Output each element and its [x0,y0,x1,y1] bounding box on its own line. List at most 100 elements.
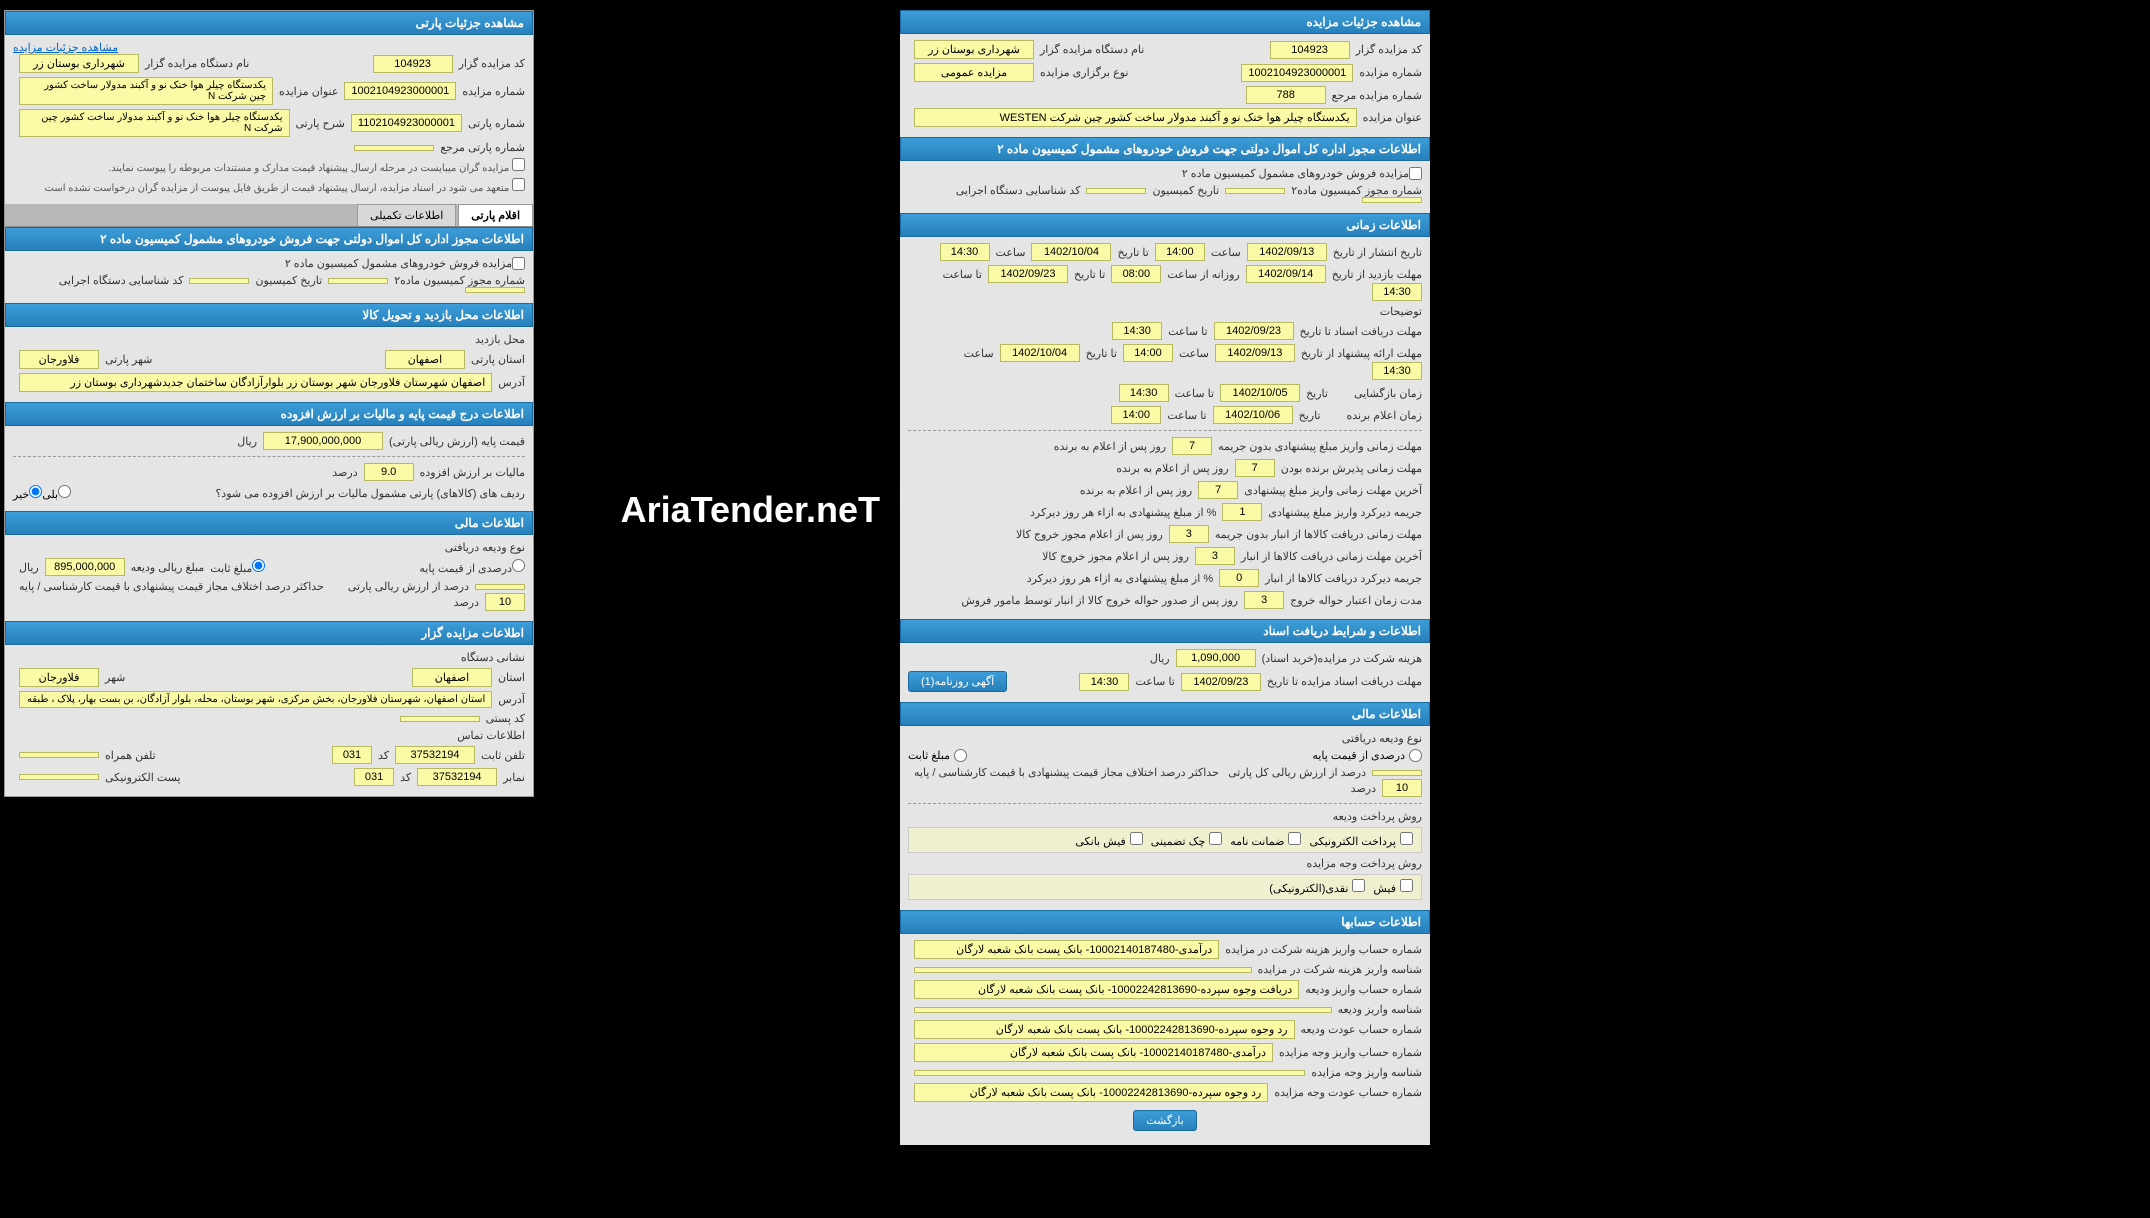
lbl-phone: تلفن ثابت [481,749,525,762]
fld-mobile [19,752,99,758]
radio-no[interactable]: خیر [13,485,42,501]
lbl-bank-slip: فیش بانکی [1075,836,1125,848]
fld-publish-from-time: 14:00 [1155,243,1205,261]
fld-party-num: 1102104923000001 [351,114,462,132]
lbl-guarantee: ضمانت نامه [1230,836,1284,848]
fld-address: اصفهان شهرستان فلاورجان شهر بوستان زر بل… [19,373,492,392]
lbl-percent2: درصد [332,466,357,479]
lbl-acc1: شماره حساب واریز هزینه شرکت در مزایده [1225,943,1422,956]
lbl-auction-pay: روش پرداخت وجه مزایده [1306,857,1422,870]
radio-left-fixed[interactable]: مبلغ ثابت [204,559,265,575]
fld-publish-from: 1402/09/13 [1247,243,1327,261]
lbl-party-desc: شرح پارتی [296,117,345,130]
radio-fixed[interactable]: مبلغ ثابت [908,749,967,762]
lbl-acc3: شماره حساب واریز ودیعه [1305,983,1422,996]
chk-note1[interactable] [512,158,525,171]
fld-postal [400,716,480,722]
radio-base-pct[interactable]: درصدی از قیمت پایه [1312,749,1422,762]
lbl-addr2: آدرس [498,693,525,706]
lbl-phone-code: کد [378,749,389,762]
fld-doc-receive-time: 14:30 [1112,322,1162,340]
label-auction-type: نوع برگزاری مزایده [1040,66,1128,79]
field-auction-title: یکدستگاه چیلر هوا خنک نو و آکبند مدولار … [914,108,1357,127]
lbl-d1: مهلت زمانی واریز مبلغ پیشنهادی بدون جریم… [1218,440,1422,453]
lbl-check: چک تضمینی [1151,836,1205,848]
btn-newspaper-ad[interactable]: آگهی روزنامه(1) [908,671,1007,692]
tab-extra-info[interactable]: اطلاعات تکمیلی [357,204,456,226]
lbl-daily-from: روزانه از ساعت [1167,268,1239,281]
lbl-acc6: شماره حساب واریز وجه مزایده [1279,1046,1422,1059]
fld-publish-to: 1402/10/04 [1031,243,1111,261]
lbl-left-comm-num: شماره مجوز کمیسیون ماده۲ [394,274,525,287]
header-left-financial: اطلاعات مالی [5,511,533,535]
lbl-cost: هزینه شرکت در مزایده(خرید اسناد) [1262,652,1422,665]
lbl-visit: مهلت بازدید از تاریخ [1332,268,1422,281]
fld-party-desc: یکدستگاه چیلر هوا خنک نو و آکبند مدولار … [19,109,290,137]
chk-cash-elec[interactable]: نقدی(الکترونیکی) [1269,879,1365,895]
chk-slip[interactable]: فیش [1373,879,1413,895]
header-left-commission: اطلاعات مجوز اداره کل اموال دولتی جهت فر… [5,227,533,251]
lbl-email: پست الکترونیکی [105,771,181,784]
link-auction-details[interactable]: مشاهده جزئیات مزایده [13,42,118,54]
fld-left-auction-num: 1002104923000001 [344,82,456,100]
lbl-province: استان پارتی [471,353,525,366]
chk-note2[interactable] [512,178,525,191]
lbl-tru: روز پس از صدور حواله خروج کالا از انبار … [961,594,1238,607]
lbl-p2: جریمه دیرکرد دریافت کالاها از انبار [1265,572,1422,585]
btn-back[interactable]: بازگشت [1133,1110,1197,1131]
lbl-acc2: شناسه واریز هزینه شرکت در مزایده [1258,963,1422,976]
fld-visit-from: 1402/09/14 [1246,265,1326,283]
lbl-left-comm-date: تاریخ کمیسیون [255,274,322,287]
lbl-acc7: شناسه واریز وجه مزایده [1311,1066,1422,1079]
fld-acc5: رد وجوه سپرده-10002242813690- بانک پست ب… [914,1020,1295,1039]
radio-yes[interactable]: بلی [42,485,71,501]
fld-acc7 [914,1070,1305,1076]
fld-province: اصفهان [385,350,465,369]
field-auction-num: 1002104923000001 [1241,64,1353,82]
fld-doc-deadline-date: 1402/09/23 [1181,673,1261,691]
fld-max-diff: 10 [1382,779,1422,797]
fld-acc2 [914,967,1252,973]
lbl-d2u: روز پس از اعلام به برنده [1116,462,1228,475]
radio-left-base-pct[interactable]: درصدی از قیمت پایه [413,559,525,575]
chk-pay-elec[interactable]: پرداخت الکترونیکی [1309,832,1413,848]
header-doc-conditions: اطلاعات و شرایط دریافت اسناد [900,619,1430,643]
lbl-percent3: درصد [454,596,479,609]
field-office-name: شهرداری بوستان زر [914,40,1034,59]
lbl-doc-receive: مهلت دریافت اسناد تا تاریخ [1300,325,1422,338]
chk-commission[interactable] [1409,167,1422,180]
fld-open-time: 14:30 [1119,384,1169,402]
fld-left-max-diff: 10 [485,593,525,611]
fld-addr2: استان اصفهان، شهرستان فلاورجان، بخش مرکز… [19,691,492,708]
chk-bank-slip[interactable]: فیش بانکی [1075,832,1142,848]
lbl-max-diff: حداکثر درصد اختلاف مجاز قیمت پیشنهادی با… [914,766,1219,779]
lbl-base-pct: درصدی از قیمت پایه [1312,749,1405,762]
header-financial: اطلاعات مالی [900,702,1430,726]
lbl-acc5: شماره حساب عودت ودیعه [1301,1023,1422,1036]
lbl-deposit-method: روش پرداخت ودیعه [1333,810,1422,823]
field-auction-type: مزایده عمومی [914,63,1034,82]
fld-g2: 3 [1195,547,1235,565]
label-auction-title: عنوان مزایده [1363,111,1422,124]
chk-guarantee[interactable]: ضمانت نامه [1230,832,1301,848]
fld-visit-daily-from: 08:00 [1111,265,1161,283]
lbl-province2: استان [498,671,525,684]
fld-left-code: 104923 [373,55,453,73]
party-details-panel: مشاهده جزئیات پارتی مشاهده جزئیات مزایده… [4,10,534,797]
lbl-cash-elec: نقدی(الکترونیکی) [1269,883,1348,895]
lbl-left-exec: کد شناسایی دستگاه اجرایی [59,274,184,287]
label-comm-date: تاریخ کمیسیون [1152,184,1219,197]
chk-row-auction-pay: فیش نقدی(الکترونیکی) [908,874,1422,900]
chk-left-comm[interactable] [512,257,525,270]
lbl-time3: ساعت [1179,347,1209,360]
chk-check[interactable]: چک تضمینی [1151,832,1222,848]
header-auction-details: مشاهده جزئیات مزایده [900,10,1430,34]
label-commission-chk: مزایده فروش خودروهای مشمول کمیسیون ماده … [1182,167,1409,180]
field-auction-code: 104923 [1270,41,1350,59]
lbl-mobile: تلفن همراه [105,749,156,762]
header-party: مشاهده جزئیات پارتی [5,11,533,35]
lbl-vat-q: ردیف های (کالاهای) پارتی مشمول مالیات بر… [215,487,525,500]
fld-offer-to-time: 14:30 [1372,362,1422,380]
tab-party-items[interactable]: اقلام پارتی [458,204,533,226]
note1: مزایده گران میبایست در مرحله ارسال پیشنه… [108,163,509,174]
